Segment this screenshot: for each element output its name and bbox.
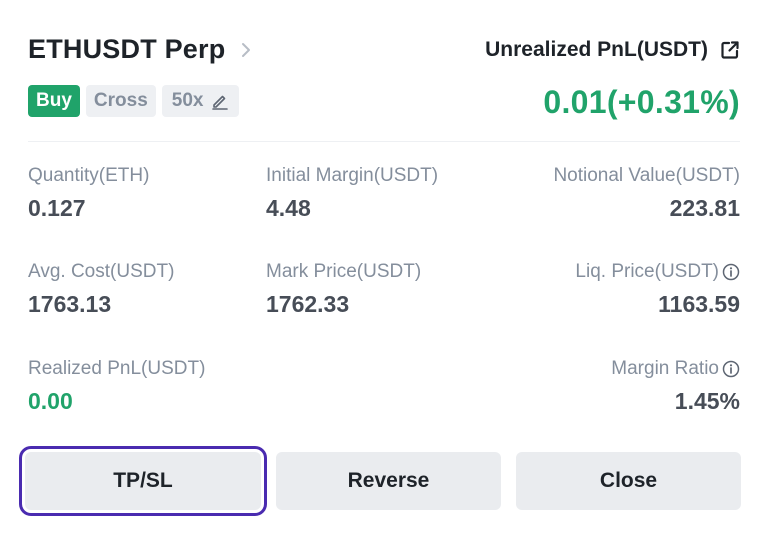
avg-cost-stat: Avg. Cost(USDT) 1763.13 <box>28 261 174 318</box>
mark-price-value: 1762.33 <box>266 291 350 317</box>
mark-price-label: Mark Price(USDT) <box>266 261 422 282</box>
side-badge: Buy <box>28 85 80 117</box>
unrealized-pnl-value: 0.01(+0.31%) <box>543 84 740 120</box>
position-tags: Buy Cross 50x <box>28 85 240 117</box>
leverage-value: 50x <box>171 90 204 111</box>
initial-margin-value: 4.48 <box>266 195 311 221</box>
liq-price-stat: Liq. Price(USDT) 1163.59 <box>575 261 740 318</box>
info-icon[interactable] <box>722 263 740 281</box>
quantity-value: 0.127 <box>28 195 86 221</box>
chevron-right-icon <box>242 42 251 57</box>
symbol-title-link[interactable]: ETHUSDT Perp <box>28 34 253 65</box>
mark-price-stat: Mark Price(USDT) 1762.33 <box>266 261 421 318</box>
unrealized-pnl-label: Unrealized PnL(USDT) <box>485 38 708 61</box>
notional-value-stat: Notional Value(USDT) 223.81 <box>553 165 740 222</box>
liq-price-value: 1163.59 <box>658 291 740 317</box>
initial-margin-label: Initial Margin(USDT) <box>266 165 439 186</box>
unrealized-pnl-share[interactable]: Unrealized PnL(USDT) <box>485 38 740 62</box>
margin-mode-badge: Cross <box>85 85 156 117</box>
reverse-button[interactable]: Reverse <box>276 452 501 510</box>
notional-value-label: Notional Value(USDT) <box>553 165 740 186</box>
info-icon[interactable] <box>722 360 740 378</box>
quantity-label: Quantity(ETH) <box>28 165 150 186</box>
close-button[interactable]: Close <box>516 452 741 510</box>
avg-cost-value: 1763.13 <box>28 291 112 317</box>
leverage-button[interactable]: 50x <box>161 85 240 117</box>
quantity-stat: Quantity(ETH) 0.127 <box>28 165 149 222</box>
notional-value-value: 223.81 <box>669 195 740 221</box>
symbol-title: ETHUSDT Perp <box>28 34 226 64</box>
tpsl-button[interactable]: TP/SL <box>19 446 267 516</box>
external-link-icon <box>721 41 739 59</box>
margin-ratio-stat: Margin Ratio 1.45% <box>611 358 740 415</box>
realized-pnl-label: Realized PnL(USDT) <box>28 358 206 379</box>
realized-pnl-stat: Realized PnL(USDT) 0.00 <box>28 358 205 415</box>
realized-pnl-value: 0.00 <box>28 388 73 414</box>
margin-ratio-label: Margin Ratio <box>611 358 719 379</box>
position-header: ETHUSDT Perp Unrealized PnL(USDT) <box>28 34 740 74</box>
margin-ratio-value: 1.45% <box>674 388 740 414</box>
liq-price-label-row: Liq. Price(USDT) <box>575 261 740 283</box>
margin-ratio-label-row: Margin Ratio <box>611 358 740 380</box>
divider <box>28 141 740 142</box>
liq-price-label: Liq. Price(USDT) <box>575 261 719 282</box>
initial-margin-stat: Initial Margin(USDT) 4.48 <box>266 165 438 222</box>
pencil-icon <box>212 95 229 110</box>
avg-cost-label: Avg. Cost(USDT) <box>28 261 175 282</box>
